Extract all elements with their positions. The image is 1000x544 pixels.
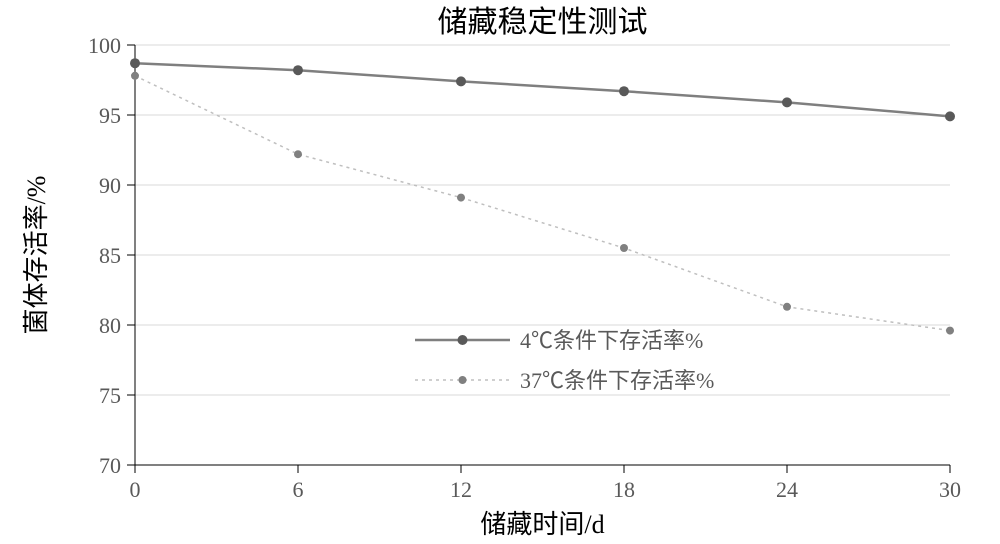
legend-label: 4℃条件下存活率% <box>520 328 703 353</box>
y-tick-label: 80 <box>99 313 121 338</box>
x-tick-label: 18 <box>613 477 635 502</box>
y-tick-label: 75 <box>99 383 121 408</box>
data-marker <box>783 303 791 311</box>
data-marker <box>946 327 954 335</box>
series-line <box>135 76 950 331</box>
legend-label: 37℃条件下存活率% <box>520 368 714 393</box>
y-tick-label: 90 <box>99 173 121 198</box>
x-tick-label: 12 <box>450 477 472 502</box>
chart-container: 0 6 12 18 24 30 70 75 80 85 90 95 100 储藏稳定性测试储藏时间/d 菌体… <box>0 0 1000 544</box>
data-marker <box>131 72 139 80</box>
y-tick-label: 85 <box>99 243 121 268</box>
x-axis-label: 储藏时间/d <box>480 510 604 539</box>
legend-marker <box>459 376 467 384</box>
data-marker <box>782 97 792 107</box>
chart-title: 储藏稳定性测试 <box>438 6 648 39</box>
data-marker <box>456 76 466 86</box>
data-marker <box>294 150 302 158</box>
y-tick-label: 95 <box>99 103 121 128</box>
y-tick-label: 100 <box>88 33 121 58</box>
chart-svg: 0 6 12 18 24 30 70 75 80 85 90 95 100 储藏稳定性测试储藏时间/d 菌体… <box>0 0 1000 544</box>
x-tick-label: 30 <box>939 477 961 502</box>
data-marker <box>619 86 629 96</box>
data-marker <box>945 111 955 121</box>
x-tick-label: 0 <box>130 477 141 502</box>
data-marker <box>130 58 140 68</box>
legend-marker <box>458 335 468 345</box>
data-marker <box>457 194 465 202</box>
y-axis-label: 菌体存活率/% <box>22 176 51 335</box>
data-marker <box>293 65 303 75</box>
series-line <box>135 63 950 116</box>
data-marker <box>620 244 628 252</box>
x-tick-label: 6 <box>293 477 304 502</box>
y-tick-label: 70 <box>99 453 121 478</box>
x-tick-label: 24 <box>776 477 798 502</box>
